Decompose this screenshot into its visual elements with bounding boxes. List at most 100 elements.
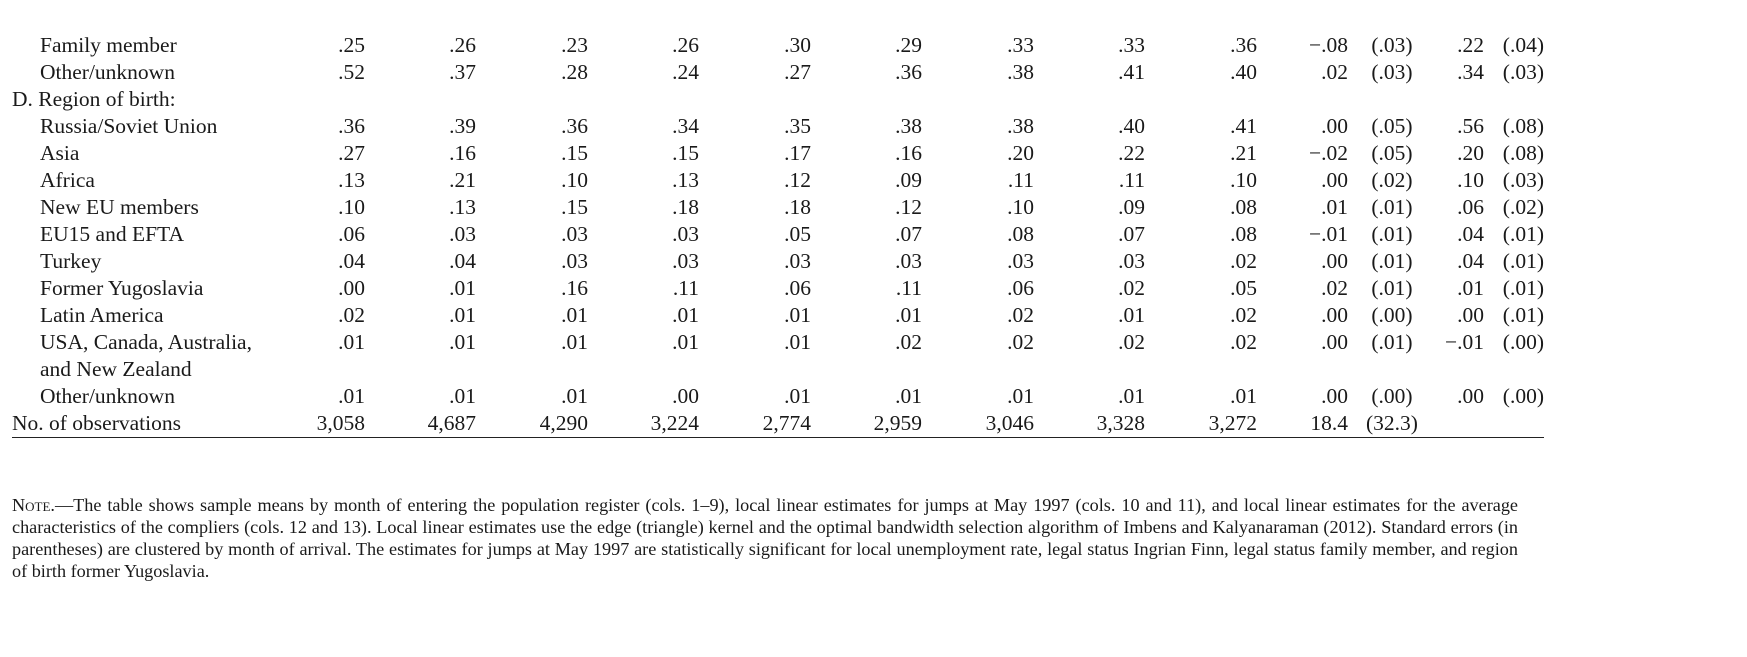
cell: .06 bbox=[1007, 276, 1034, 300]
cell: (.01) bbox=[1502, 276, 1544, 300]
cell: .01 bbox=[338, 384, 365, 408]
table-row: Family member .25 .26 .23 .26 .30 .29 .3… bbox=[12, 32, 1544, 59]
cell: 3,272 bbox=[1145, 410, 1257, 438]
cell: .13 bbox=[338, 168, 365, 192]
cell: .16 bbox=[561, 276, 588, 300]
cell: .22 bbox=[1118, 141, 1145, 165]
cell: −.01 bbox=[1308, 222, 1348, 246]
row-label: Other/unknown bbox=[40, 60, 175, 84]
cell: .36 bbox=[895, 60, 922, 84]
cell: .52 bbox=[338, 60, 365, 84]
cell: .28 bbox=[561, 60, 588, 84]
cell: .06 bbox=[1457, 195, 1484, 219]
cell: .01 bbox=[449, 276, 476, 300]
cell: .02 bbox=[1118, 330, 1145, 354]
cell: .33 bbox=[1007, 33, 1034, 57]
cell: .07 bbox=[1118, 222, 1145, 246]
table-row: Latin America .02 .01 .01 .01 .01 .01 .0… bbox=[12, 302, 1544, 329]
cell: (.01) bbox=[1502, 249, 1544, 273]
cell: .15 bbox=[672, 141, 699, 165]
cell: 2,959 bbox=[811, 410, 922, 438]
table-row: New EU members .10 .13 .15 .18 .18 .12 .… bbox=[12, 194, 1544, 221]
cell: .34 bbox=[1457, 60, 1484, 84]
cell: .03 bbox=[449, 222, 476, 246]
cell: .01 bbox=[895, 303, 922, 327]
cell: .26 bbox=[449, 33, 476, 57]
cell: .36 bbox=[1230, 33, 1257, 57]
cell: .04 bbox=[338, 249, 365, 273]
cell: .37 bbox=[449, 60, 476, 84]
table-row: EU15 and EFTA .06 .03 .03 .03 .05 .07 .0… bbox=[12, 221, 1544, 248]
cell bbox=[1484, 410, 1544, 438]
cell: .03 bbox=[561, 249, 588, 273]
cell: .07 bbox=[895, 222, 922, 246]
cell: 18.4 bbox=[1257, 410, 1348, 438]
cell: (.02) bbox=[1502, 195, 1544, 219]
cell: .38 bbox=[1007, 114, 1034, 138]
cell: (.01) bbox=[1502, 303, 1544, 327]
cell: .21 bbox=[449, 168, 476, 192]
cell: .01 bbox=[672, 330, 699, 354]
cell: 4,290 bbox=[476, 410, 588, 438]
cell: (.01) bbox=[1371, 276, 1413, 300]
cell: .27 bbox=[784, 60, 811, 84]
cell: .20 bbox=[1457, 141, 1484, 165]
cell: .01 bbox=[784, 303, 811, 327]
cell: .12 bbox=[784, 168, 811, 192]
cell: .36 bbox=[561, 114, 588, 138]
cell: .03 bbox=[1007, 249, 1034, 273]
cell: .00 bbox=[338, 276, 365, 300]
cell: 3,058 bbox=[305, 410, 365, 438]
note-text: —The table shows sample means by month o… bbox=[12, 495, 1518, 582]
cell: .04 bbox=[1457, 249, 1484, 273]
cell: (.03) bbox=[1371, 33, 1413, 57]
cell: .29 bbox=[895, 33, 922, 57]
cell: .27 bbox=[338, 141, 365, 165]
row-label: USA, Canada, Australia, and New Zealand bbox=[40, 330, 252, 381]
cell: .01 bbox=[1118, 303, 1145, 327]
cell: .04 bbox=[449, 249, 476, 273]
cell: .01 bbox=[1007, 384, 1034, 408]
cell: .02 bbox=[1321, 60, 1348, 84]
cell: 4,687 bbox=[365, 410, 476, 438]
cell: −.01 bbox=[1444, 330, 1484, 354]
cell: .20 bbox=[1007, 141, 1034, 165]
cell: (.00) bbox=[1502, 384, 1544, 408]
cell: .02 bbox=[1118, 276, 1145, 300]
cell: .01 bbox=[449, 384, 476, 408]
row-label: Turkey bbox=[40, 249, 102, 273]
cell: (.00) bbox=[1371, 384, 1413, 408]
cell: .02 bbox=[338, 303, 365, 327]
cell: .25 bbox=[338, 33, 365, 57]
row-label: Asia bbox=[40, 141, 80, 165]
cell: .06 bbox=[784, 276, 811, 300]
cell: .02 bbox=[1230, 330, 1257, 354]
cell: (.01) bbox=[1371, 330, 1413, 354]
cell: (32.3) bbox=[1348, 410, 1436, 438]
cell: (.03) bbox=[1371, 60, 1413, 84]
cell: .16 bbox=[895, 141, 922, 165]
cell: .18 bbox=[672, 195, 699, 219]
cell: .35 bbox=[784, 114, 811, 138]
cell: .00 bbox=[1321, 168, 1348, 192]
cell: (.01) bbox=[1371, 222, 1413, 246]
cell: (.02) bbox=[1371, 168, 1413, 192]
cell: .38 bbox=[1007, 60, 1034, 84]
cell: .03 bbox=[672, 249, 699, 273]
cell: .01 bbox=[1321, 195, 1348, 219]
cell: (.00) bbox=[1371, 303, 1413, 327]
cell: .38 bbox=[895, 114, 922, 138]
cell: .00 bbox=[1321, 303, 1348, 327]
cell: .01 bbox=[784, 384, 811, 408]
cell: .05 bbox=[784, 222, 811, 246]
cell: .02 bbox=[1321, 276, 1348, 300]
cell: .02 bbox=[1007, 330, 1034, 354]
cell: .01 bbox=[561, 330, 588, 354]
cell: .01 bbox=[1457, 276, 1484, 300]
section-header-row: D. Region of birth: bbox=[12, 86, 1544, 113]
cell: (.03) bbox=[1502, 168, 1544, 192]
cell: .10 bbox=[1457, 168, 1484, 192]
table-row: USA, Canada, Australia, and New Zealand … bbox=[12, 329, 1544, 383]
summary-statistics-table: Family member .25 .26 .23 .26 .30 .29 .3… bbox=[12, 32, 1544, 438]
cell: .03 bbox=[561, 222, 588, 246]
